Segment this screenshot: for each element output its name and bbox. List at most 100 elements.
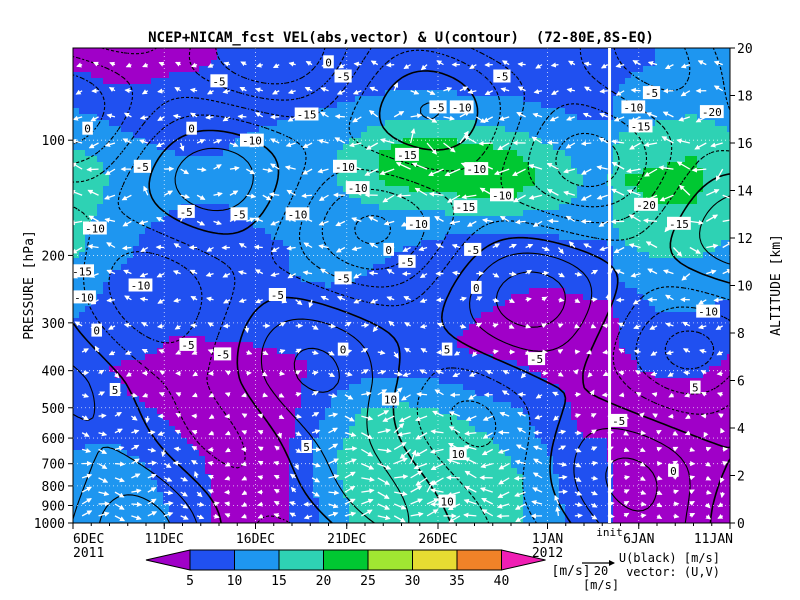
field-cell <box>355 72 362 79</box>
field-cell <box>277 318 284 325</box>
field-cell <box>97 234 104 241</box>
field-cell <box>175 174 182 181</box>
field-cell <box>379 162 386 169</box>
field-cell <box>613 96 620 103</box>
field-cell <box>409 126 416 133</box>
field-cell <box>655 156 662 163</box>
field-cell <box>151 240 158 247</box>
field-cell <box>277 60 284 67</box>
field-cell <box>583 48 590 55</box>
field-cell <box>637 186 644 193</box>
field-cell <box>571 144 578 151</box>
field-cell <box>247 48 254 55</box>
field-cell <box>493 144 500 151</box>
field-cell <box>673 228 680 235</box>
field-cell <box>181 96 188 103</box>
field-cell <box>517 252 524 259</box>
field-cell <box>337 48 344 55</box>
field-cell <box>517 216 524 223</box>
field-cell <box>151 246 158 253</box>
field-cell <box>463 300 470 307</box>
field-cell <box>565 54 572 61</box>
field-cell <box>565 258 572 265</box>
field-cell <box>589 156 596 163</box>
field-cell <box>217 120 224 127</box>
field-cell <box>247 294 254 301</box>
field-cell <box>571 84 578 91</box>
field-cell <box>445 222 452 229</box>
field-cell <box>295 192 302 199</box>
field-cell <box>331 306 338 313</box>
field-cell <box>613 228 620 235</box>
field-cell <box>127 318 134 325</box>
field-cell <box>121 66 128 73</box>
field-cell <box>481 192 488 199</box>
field-cell <box>685 192 692 199</box>
field-cell <box>349 120 356 127</box>
field-cell <box>73 186 80 193</box>
field-cell <box>637 240 644 247</box>
field-cell <box>505 162 512 169</box>
field-cell <box>385 198 392 205</box>
field-cell <box>349 60 356 67</box>
field-cell <box>97 48 104 55</box>
field-cell <box>193 186 200 193</box>
field-cell <box>259 96 266 103</box>
field-cell <box>403 306 410 313</box>
field-cell <box>295 318 302 325</box>
field-cell <box>109 306 116 313</box>
field-cell <box>301 126 308 133</box>
field-cell <box>439 252 446 259</box>
field-cell <box>139 156 146 163</box>
field-cell <box>727 246 730 253</box>
field-cell <box>481 198 488 205</box>
field-cell <box>103 300 110 307</box>
field-cell <box>655 210 662 217</box>
field-cell <box>409 186 416 193</box>
field-cell <box>529 120 536 127</box>
field-cell <box>205 108 212 115</box>
field-cell <box>433 72 440 79</box>
field-cell <box>247 264 254 271</box>
field-cell <box>391 246 398 253</box>
field-cell <box>199 162 206 169</box>
field-cell <box>505 276 512 283</box>
field-cell <box>613 306 620 313</box>
field-cell <box>505 168 512 175</box>
field-cell <box>415 174 422 181</box>
field-cell <box>187 288 194 295</box>
field-cell <box>709 60 716 67</box>
field-cell <box>331 288 338 295</box>
field-cell <box>487 114 494 121</box>
field-cell <box>157 276 164 283</box>
field-cell <box>97 294 104 301</box>
field-cell <box>601 72 608 79</box>
field-cell <box>229 234 236 241</box>
field-cell <box>145 54 152 61</box>
field-cell <box>211 252 218 259</box>
field-cell <box>349 126 356 133</box>
field-cell <box>475 300 482 307</box>
field-cell <box>319 228 326 235</box>
field-cell <box>565 96 572 103</box>
field-cell <box>181 180 188 187</box>
field-cell <box>601 102 608 109</box>
field-cell <box>541 60 548 67</box>
field-cell <box>301 156 308 163</box>
field-cell <box>307 132 314 139</box>
field-cell <box>511 192 518 199</box>
field-cell <box>679 108 686 115</box>
field-cell <box>379 198 386 205</box>
field-cell <box>715 156 722 163</box>
field-cell <box>577 276 584 283</box>
field-cell <box>361 216 368 223</box>
field-cell <box>229 276 236 283</box>
field-cell <box>133 228 140 235</box>
field-cell <box>103 258 110 265</box>
field-cell <box>667 210 674 217</box>
field-cell <box>571 72 578 79</box>
field-cell <box>133 84 140 91</box>
field-cell <box>97 306 104 313</box>
field-cell <box>193 210 200 217</box>
field-cell <box>247 72 254 79</box>
